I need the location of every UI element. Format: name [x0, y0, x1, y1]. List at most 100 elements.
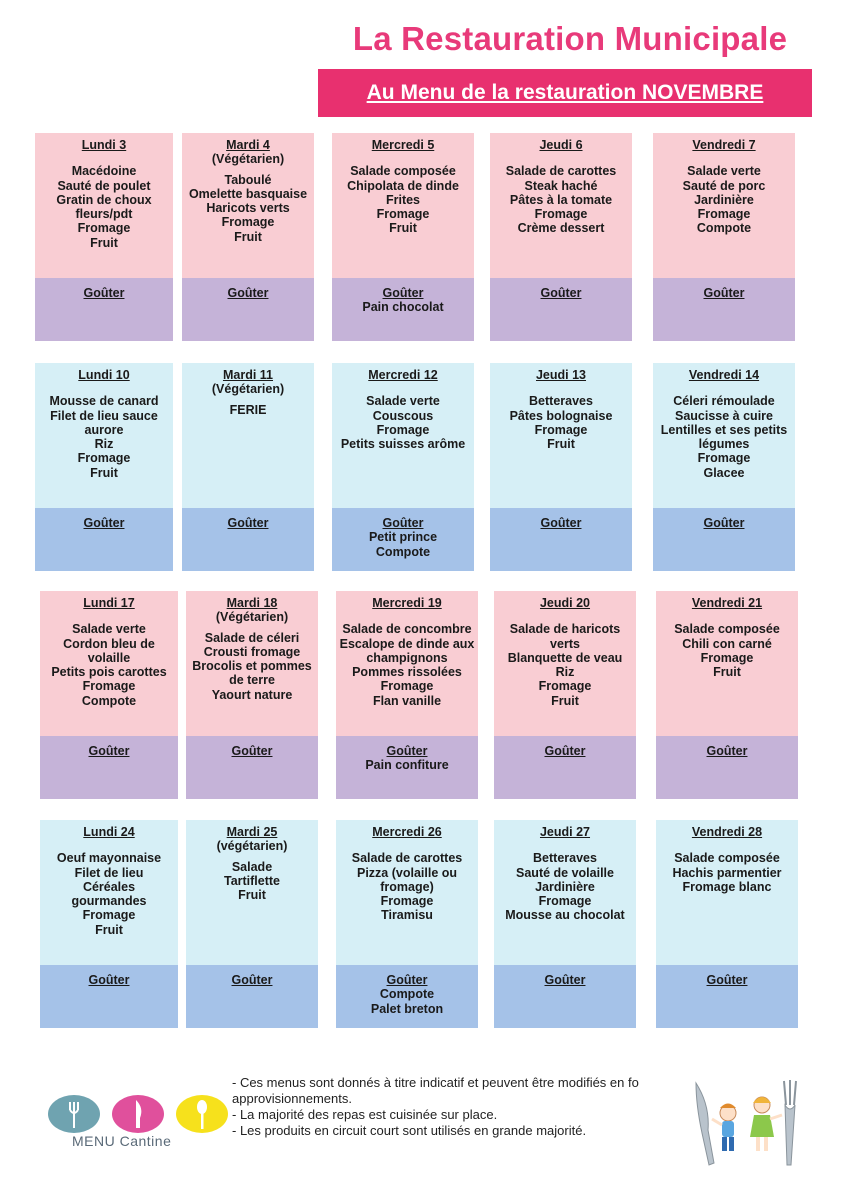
meal-section: Mardi 11 (Végétarien) FERIE: [182, 363, 314, 508]
day-card: Vendredi 28 Salade composée Hachis parment…: [656, 820, 798, 1028]
notes: - Ces menus sont donnés à titre indicati…: [232, 1075, 682, 1139]
meal-item: Omelette basquaise: [188, 186, 308, 201]
meal-item: Salade de céleri: [204, 630, 300, 645]
day-card: Jeudi 6 Salade de carottes Steak haché Pâte…: [490, 133, 632, 341]
kids-cutlery-illustration: [695, 1080, 797, 1166]
meal-section: Lundi 3 Macédoine Sauté de poulet Gratin de…: [35, 133, 173, 278]
meal-item: Fromage: [82, 908, 136, 923]
meal-section: Mercredi 5 Salade composée Chipolata de di…: [332, 133, 474, 278]
meal-item: Salade composée: [674, 851, 780, 866]
day-card: Vendredi 7 Salade verte Sauté de porc Jardi…: [653, 133, 795, 341]
page-title: La Restauration Municipale: [352, 20, 788, 57]
gouter-title: Goûter: [88, 744, 130, 758]
gouter-section: Goûter: [490, 278, 632, 341]
day-card: Mercredi 26 Salade de carottes Pizza (vola…: [336, 820, 478, 1028]
meal-item: Salade de concombre: [342, 622, 472, 637]
day-card: Mardi 11 (Végétarien) FERIE Goûter: [182, 363, 314, 571]
meal-item: Salade de carottes: [351, 851, 463, 866]
meal-section: Jeudi 6 Salade de carottes Steak haché Pâte…: [490, 133, 632, 278]
meal-item: Hachis parmentier: [672, 865, 782, 880]
meal-item: Crousti fromage: [203, 644, 301, 659]
day-card: Mercredi 19 Salade de concombre Escalope d…: [336, 591, 478, 799]
meal-item: Jardinière: [694, 192, 754, 207]
meal-item: Sauté de porc: [682, 178, 766, 193]
meal-item: légumes: [698, 437, 750, 452]
gouter-title: Goûter: [544, 973, 586, 987]
meal-section: Lundi 24 Oeuf mayonnaise Filet de lieu Céré…: [40, 820, 178, 965]
vegetarian-label: (Végétarien): [211, 382, 285, 397]
meal-item: Flan vanille: [372, 693, 442, 708]
meal-item: champignons: [366, 650, 448, 665]
meal-items: Salade de carottes Steak haché Pâtes à la …: [490, 164, 632, 235]
meal-item: Céréales: [82, 879, 136, 894]
day-card: Mardi 25 (végétarien) Salade Tartiflette Fru…: [186, 820, 318, 1028]
meal-section: Lundi 17 Salade verte Cordon bleu de volail…: [40, 591, 178, 736]
meal-item: Chili con carné: [682, 636, 772, 651]
meal-item: Taboulé: [224, 172, 272, 187]
gouter-title: Goûter: [386, 744, 428, 758]
fork-icon: [783, 1080, 797, 1166]
meal-item: Fromage: [376, 422, 430, 437]
day-card: Mercredi 5 Salade composée Chipolata de di…: [332, 133, 474, 341]
day-title: Mardi 4: [226, 138, 270, 152]
gouter-section: Goûter: [656, 965, 798, 1028]
meal-items: Salade de haricots verts Blanquette de vea…: [494, 622, 636, 708]
gouter-title: Goûter: [83, 516, 125, 530]
gouter-title: Goûter: [544, 744, 586, 758]
gouter-item: Pain confiture: [365, 758, 449, 773]
meal-item: Salade composée: [350, 164, 456, 179]
gouter-item: Compote: [375, 544, 431, 559]
gouter-section: Goûter: [186, 736, 318, 799]
meal-item: Fromage: [534, 422, 588, 437]
gouter-title: Goûter: [231, 744, 273, 758]
meal-item: Salade verte: [72, 622, 146, 637]
meal-item: Oeuf mayonnaise: [56, 851, 162, 866]
day-card: Vendredi 21 Salade composée Chili con carn…: [656, 591, 798, 799]
month-banner: Au Menu de la restauration NOVEMBRE: [318, 69, 812, 117]
meal-item: Pâtes à la tomate: [509, 192, 613, 207]
meal-items: Salade verte Cordon bleu de volaille Petits…: [40, 622, 178, 708]
meal-item: Petits suisses arôme: [340, 437, 466, 452]
meal-item: FERIE: [229, 402, 267, 417]
gouter-title: Goûter: [540, 516, 582, 530]
meal-item: Fromage: [77, 451, 131, 466]
meal-item: Riz: [94, 437, 114, 452]
day-title: Lundi 17: [83, 596, 135, 610]
meal-item: Pizza (volaille ou: [356, 865, 458, 880]
day-card: Mardi 4 (Végétarien) Taboulé Omelette basqu…: [182, 133, 314, 341]
meal-item: fleurs/pdt: [75, 207, 133, 222]
day-title: Jeudi 13: [535, 368, 587, 382]
meal-item: Fruit: [389, 221, 417, 236]
meal-item: Betteraves: [529, 394, 593, 409]
gouter-section: Goûter: [182, 508, 314, 571]
meal-section: Vendredi 14 Céleri rémoulade Saucisse à cu…: [653, 363, 795, 508]
meal-item: Mousse au chocolat: [505, 908, 625, 923]
meal-section: Mercredi 12 Salade verte Couscous Fromage Pe…: [332, 363, 474, 508]
girl-icon: [750, 1096, 783, 1151]
gouter-title: Goûter: [88, 973, 130, 987]
gouter-section: Goûter Pain confiture: [336, 736, 478, 799]
meal-item: Fruit: [238, 888, 266, 903]
meal-item: Fromage: [534, 207, 588, 222]
meal-section: Jeudi 13 Betteraves Pâtes bolognaise Fromag…: [490, 363, 632, 508]
meal-item: Fromage: [538, 679, 592, 694]
note-line: - Ces menus sont donnés à titre indicati…: [232, 1075, 639, 1090]
note-line: approvisionnements.: [232, 1091, 352, 1106]
meal-section: Mardi 25 (végétarien) Salade Tartiflette Fru…: [186, 820, 318, 965]
day-title: Mercredi 19: [372, 596, 442, 610]
meal-item: Fromage: [697, 207, 751, 222]
meal-item: gourmandes: [71, 894, 147, 909]
day-card: Jeudi 13 Betteraves Pâtes bolognaise Fromag…: [490, 363, 632, 571]
gouter-section: Goûter: [35, 508, 173, 571]
meal-item: Crème dessert: [517, 221, 605, 236]
meal-items: Betteraves Sauté de volaille Jardinière Fro…: [494, 851, 636, 922]
day-title: Lundi 10: [78, 368, 130, 382]
day-card: Lundi 10 Mousse de canard Filet de lieu sa…: [35, 363, 173, 571]
day-card: Lundi 3 Macédoine Sauté de poulet Gratin de…: [35, 133, 173, 341]
day-card: Jeudi 27 Betteraves Sauté de volaille Jardi…: [494, 820, 636, 1028]
gouter-title: Goûter: [231, 973, 273, 987]
meal-item: Filet de lieu: [74, 865, 144, 880]
meal-items: Macédoine Sauté de poulet Gratin de choux f…: [35, 164, 173, 250]
day-title: Vendredi 14: [688, 368, 760, 382]
meal-item: Tiramisu: [381, 908, 433, 923]
